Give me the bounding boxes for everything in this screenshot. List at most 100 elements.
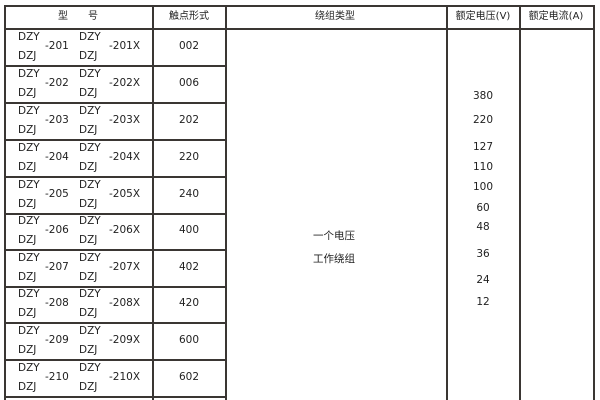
- model-prefix2-top: DZY: [79, 105, 101, 117]
- model-code2: -201X: [109, 40, 141, 52]
- rated-voltage-value: 380: [472, 90, 494, 102]
- model-prefix2-top: DZY: [79, 362, 101, 374]
- model-prefix-bottom: DZJ: [18, 124, 37, 136]
- rated-voltage-value: 12: [476, 296, 490, 308]
- model-code2: -203X: [109, 114, 141, 126]
- model-prefix2-bottom: DZJ: [79, 344, 98, 356]
- row-divider: [4, 176, 226, 178]
- row-divider: [4, 396, 226, 398]
- model-prefix2-top: DZY: [79, 215, 101, 227]
- model-code: -206: [45, 224, 69, 236]
- header-bottom-border: [4, 28, 594, 30]
- model-prefix2-bottom: DZJ: [79, 271, 98, 283]
- row-divider: [4, 359, 226, 361]
- model-code2: -208X: [109, 297, 141, 309]
- row-divider: [4, 249, 226, 251]
- header-winding-type: 绕组类型: [315, 11, 355, 22]
- model-prefix-top: DZY: [18, 288, 40, 300]
- model-code: -207: [45, 261, 69, 273]
- rated-voltage-value: 60: [476, 202, 490, 214]
- model-code2: -210X: [109, 371, 141, 383]
- model-prefix2-bottom: DZJ: [79, 161, 98, 173]
- model-prefix2-bottom: DZJ: [79, 87, 98, 99]
- rated-voltage-value: 24: [476, 274, 490, 286]
- model-prefix-bottom: DZJ: [18, 381, 37, 393]
- model-prefix-bottom: DZJ: [18, 307, 37, 319]
- contact-form: 600: [178, 334, 200, 346]
- model-code: -209: [45, 334, 69, 346]
- rated-voltage-value: 48: [476, 221, 490, 233]
- model-prefix-bottom: DZJ: [18, 87, 37, 99]
- model-code: -205: [45, 188, 69, 200]
- rated-voltage-value: 100: [472, 181, 494, 193]
- model-prefix-top: DZY: [18, 179, 40, 191]
- model-code2: -202X: [109, 77, 141, 89]
- rated-voltage-value: 127: [472, 141, 494, 153]
- model-prefix-bottom: DZJ: [18, 161, 37, 173]
- model-prefix2-top: DZY: [79, 179, 101, 191]
- model-prefix2-top: DZY: [79, 142, 101, 154]
- model-prefix-bottom: DZJ: [18, 344, 37, 356]
- model-prefix-top: DZY: [18, 252, 40, 264]
- col-divider: [446, 5, 448, 400]
- model-prefix-top: DZY: [18, 105, 40, 117]
- model-prefix-top: DZY: [18, 68, 40, 80]
- header-rated-current: 额定电流(A): [528, 11, 584, 22]
- model-code: -204: [45, 151, 69, 163]
- model-code: -208: [45, 297, 69, 309]
- col-divider: [593, 5, 595, 400]
- winding-type-line2: 工作绕组: [313, 253, 355, 265]
- model-code2: -206X: [109, 224, 141, 236]
- col-divider: [225, 5, 227, 400]
- model-code: -201: [45, 40, 69, 52]
- contact-form: 006: [178, 77, 200, 89]
- model-prefix2-top: DZY: [79, 31, 101, 43]
- contact-form: 202: [178, 114, 200, 126]
- model-prefix2-top: DZY: [79, 252, 101, 264]
- header-contact-form: 触点形式: [169, 11, 209, 22]
- model-prefix-top: DZY: [18, 362, 40, 374]
- model-prefix-bottom: DZJ: [18, 271, 37, 283]
- model-prefix2-bottom: DZJ: [79, 234, 98, 246]
- row-divider: [4, 139, 226, 141]
- rated-voltage-value: 36: [476, 248, 490, 260]
- header-rated-voltage: 额定电压(V): [455, 11, 511, 22]
- model-code: -203: [45, 114, 69, 126]
- model-prefix-top: DZY: [18, 31, 40, 43]
- col-divider: [4, 5, 6, 400]
- row-divider: [4, 286, 226, 288]
- model-code: -210: [45, 371, 69, 383]
- model-prefix-bottom: DZJ: [18, 198, 37, 210]
- model-prefix2-bottom: DZJ: [79, 198, 98, 210]
- rated-voltage-value: 110: [472, 161, 494, 173]
- header-model: 型 号: [58, 11, 98, 22]
- model-code2: -209X: [109, 334, 141, 346]
- winding-type-line1: 一个电压: [313, 230, 355, 242]
- contact-form: 400: [178, 224, 200, 236]
- model-code2: -207X: [109, 261, 141, 273]
- rated-voltage-value: 220: [472, 114, 494, 126]
- row-divider: [4, 213, 226, 215]
- row-divider: [4, 322, 226, 324]
- model-code2: -204X: [109, 151, 141, 163]
- model-prefix2-bottom: DZJ: [79, 381, 98, 393]
- model-prefix2-top: DZY: [79, 68, 101, 80]
- contact-form: 002: [178, 40, 200, 52]
- row-divider: [4, 65, 226, 67]
- model-code2: -205X: [109, 188, 141, 200]
- contact-form: 602: [178, 371, 200, 383]
- model-prefix2-bottom: DZJ: [79, 307, 98, 319]
- row-divider: [4, 102, 226, 104]
- contact-form: 402: [178, 261, 200, 273]
- model-prefix-bottom: DZJ: [18, 234, 37, 246]
- contact-form: 420: [178, 297, 200, 309]
- col-divider: [152, 5, 154, 400]
- model-prefix-top: DZY: [18, 215, 40, 227]
- model-prefix2-top: DZY: [79, 288, 101, 300]
- model-prefix-top: DZY: [18, 325, 40, 337]
- contact-form: 240: [178, 188, 200, 200]
- col-divider: [519, 5, 521, 400]
- contact-form: 220: [178, 151, 200, 163]
- table-top-border: [4, 5, 594, 7]
- model-code: -202: [45, 77, 69, 89]
